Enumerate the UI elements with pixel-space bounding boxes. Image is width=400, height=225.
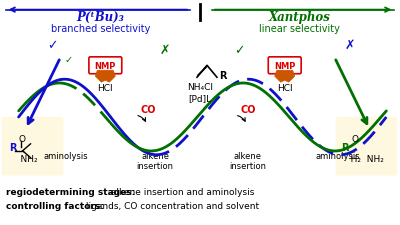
- Text: aminolysis: aminolysis: [315, 151, 360, 160]
- Text: R: R: [9, 142, 16, 152]
- Text: O: O: [352, 135, 358, 144]
- Text: P(ᵗBu)₃: P(ᵗBu)₃: [76, 11, 124, 24]
- Text: HCl: HCl: [98, 83, 113, 92]
- Text: linear selectivity: linear selectivity: [259, 23, 340, 33]
- Text: aminolysis: aminolysis: [43, 151, 88, 160]
- Text: alkene
insertion: alkene insertion: [137, 151, 174, 170]
- Text: H₂  NH₂: H₂ NH₂: [342, 155, 383, 164]
- Text: CO: CO: [240, 105, 256, 115]
- Text: ✗: ✗: [344, 39, 355, 52]
- FancyBboxPatch shape: [336, 117, 397, 176]
- FancyBboxPatch shape: [89, 58, 122, 74]
- Text: [Pd]L: [Pd]L: [188, 94, 212, 103]
- Text: regiodetermining stages:: regiodetermining stages:: [6, 187, 135, 196]
- FancyBboxPatch shape: [268, 58, 301, 74]
- Polygon shape: [275, 71, 295, 83]
- Text: ✓: ✓: [47, 39, 58, 52]
- Text: alkene insertion and aminolysis: alkene insertion and aminolysis: [108, 187, 255, 196]
- Text: Xantphos: Xantphos: [269, 11, 330, 24]
- Text: ✓: ✓: [235, 44, 245, 57]
- Text: CO: CO: [140, 105, 156, 115]
- Text: branched selectivity: branched selectivity: [51, 23, 150, 33]
- Text: NH₂: NH₂: [9, 155, 37, 164]
- Text: ligands, CO concentration and solvent: ligands, CO concentration and solvent: [84, 201, 260, 210]
- Text: controlling factors:: controlling factors:: [6, 201, 104, 210]
- Text: NMP: NMP: [274, 61, 295, 70]
- Text: NH₄Cl: NH₄Cl: [187, 82, 213, 91]
- Polygon shape: [95, 71, 115, 83]
- Text: alkene
insertion: alkene insertion: [229, 151, 266, 170]
- Text: ✗: ✗: [160, 44, 170, 57]
- Text: NMP: NMP: [95, 61, 116, 70]
- Text: ✓: ✓: [64, 55, 72, 65]
- Text: R: R: [219, 71, 226, 81]
- Text: R: R: [342, 142, 349, 152]
- Text: O: O: [19, 135, 26, 144]
- Text: HCl: HCl: [277, 83, 292, 92]
- FancyBboxPatch shape: [2, 117, 64, 176]
